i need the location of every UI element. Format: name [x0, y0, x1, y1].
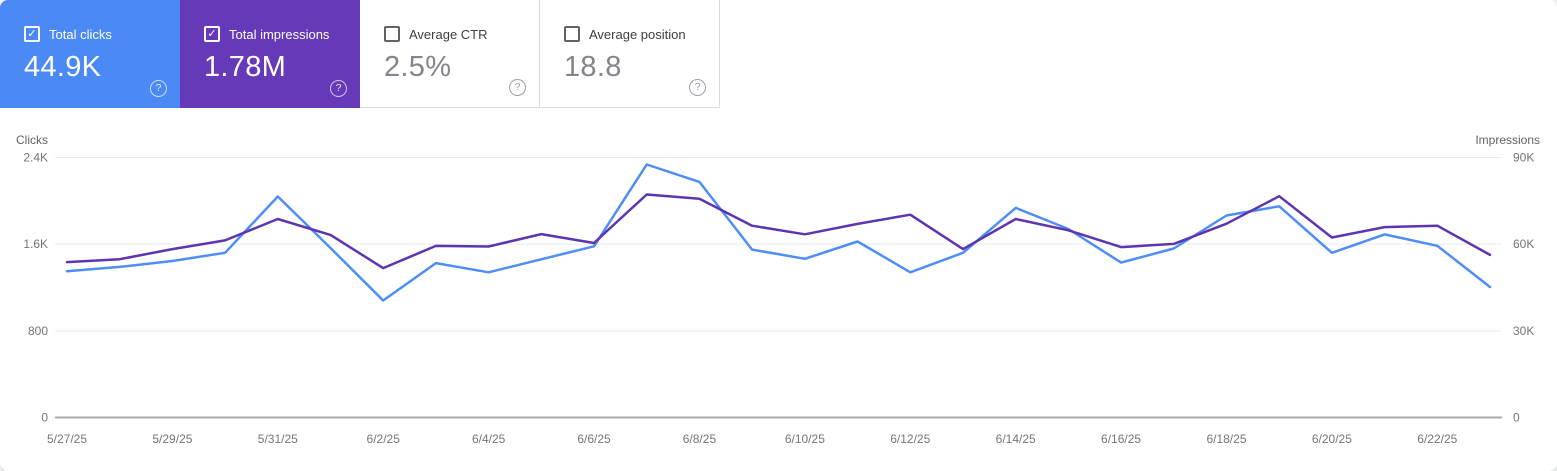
card-average-ctr[interactable]: Average CTR 2.5% ?: [360, 0, 540, 108]
x-axis-label: 6/12/25: [890, 432, 930, 446]
help-icon[interactable]: ?: [330, 80, 347, 97]
impressions-axis-tick: 30K: [1513, 324, 1534, 338]
card-average-position-label: Average position: [589, 26, 686, 42]
card-average-ctr-header: Average CTR: [384, 26, 539, 42]
card-total-clicks[interactable]: ✓ Total clicks 44.9K ?: [0, 0, 180, 108]
help-icon[interactable]: ?: [150, 80, 167, 97]
card-average-position-header: Average position: [564, 26, 719, 42]
checkbox-average-position[interactable]: [564, 26, 580, 42]
x-axis-label: 6/16/25: [1101, 432, 1141, 446]
impressions-axis-tick: 90K: [1513, 151, 1534, 165]
x-axis-label: 5/29/25: [152, 432, 192, 446]
impressions-axis-tick: 0: [1513, 411, 1520, 425]
x-axis-label: 6/10/25: [785, 432, 825, 446]
impressions-line[interactable]: [65, 193, 1492, 270]
card-total-impressions-label: Total impressions: [229, 26, 330, 42]
metric-cards-row: ✓ Total clicks 44.9K ? ✓ Total impressio…: [0, 0, 720, 108]
help-icon[interactable]: ?: [689, 79, 706, 96]
card-total-impressions-header: ✓ Total impressions: [204, 26, 360, 42]
x-axis-label: 6/4/25: [472, 432, 506, 446]
x-axis-label: 6/18/25: [1206, 432, 1246, 446]
x-axis-label: 6/2/25: [367, 432, 401, 446]
card-average-ctr-label: Average CTR: [409, 26, 488, 42]
x-axis-label: 6/20/25: [1312, 432, 1352, 446]
card-average-position-value: 18.8: [564, 51, 622, 83]
clicks-axis-title: Clicks: [16, 133, 48, 147]
clicks-axis-tick: 2.4K: [23, 151, 48, 165]
checkbox-average-ctr[interactable]: [384, 26, 400, 42]
card-average-position[interactable]: Average position 18.8 ?: [540, 0, 720, 108]
x-axis-label: 6/8/25: [683, 432, 717, 446]
card-total-clicks-label: Total clicks: [49, 26, 112, 42]
clicks-axis-tick: 1.6K: [23, 237, 48, 251]
card-total-clicks-value: 44.9K: [24, 51, 102, 83]
checkbox-total-clicks[interactable]: ✓: [24, 26, 40, 42]
impressions-axis-tick: 60K: [1513, 237, 1534, 251]
card-total-impressions[interactable]: ✓ Total impressions 1.78M ?: [180, 0, 360, 108]
x-axis-label: 6/14/25: [996, 432, 1036, 446]
impressions-axis-title: Impressions: [1475, 133, 1540, 147]
x-axis-label: 6/22/25: [1417, 432, 1457, 446]
card-total-clicks-header: ✓ Total clicks: [24, 26, 180, 42]
x-axis-label: 5/31/25: [258, 432, 298, 446]
x-axis-label: 5/27/25: [47, 432, 87, 446]
x-axis-label: 6/6/25: [577, 432, 611, 446]
clicks-axis-tick: 800: [28, 324, 48, 338]
card-total-impressions-value: 1.78M: [204, 51, 287, 83]
checkbox-total-impressions[interactable]: ✓: [204, 26, 220, 42]
clicks-line[interactable]: [65, 163, 1492, 302]
card-average-ctr-value: 2.5%: [384, 51, 452, 83]
clicks-axis-tick: 0: [41, 411, 48, 425]
help-icon[interactable]: ?: [509, 79, 526, 96]
